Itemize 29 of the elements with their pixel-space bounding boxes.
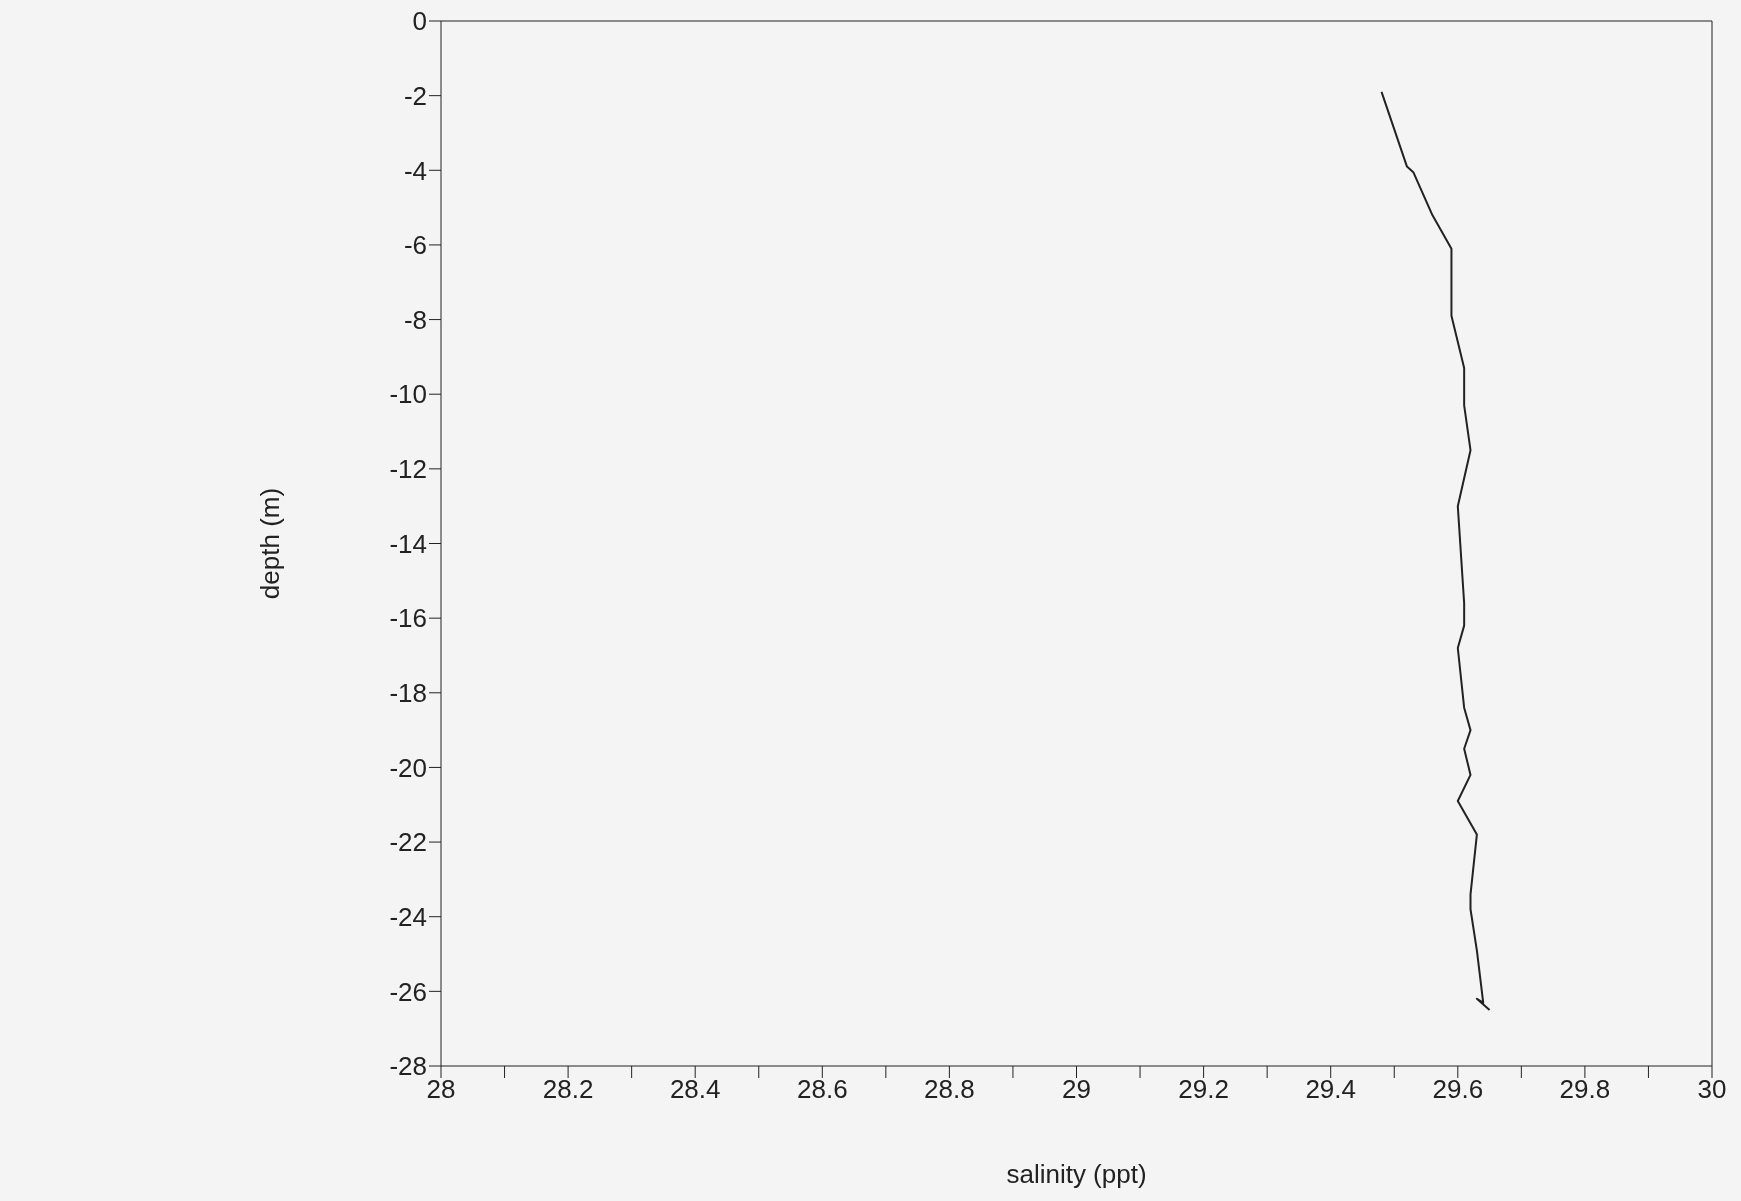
y-tick-label: -10 bbox=[389, 379, 427, 410]
y-tick-label: -2 bbox=[403, 80, 427, 111]
y-tick-label: -16 bbox=[389, 603, 427, 634]
y-tick-label: -4 bbox=[403, 155, 427, 186]
y-tick-label: -26 bbox=[389, 976, 427, 1007]
x-tick-label: 29.6 bbox=[1432, 1074, 1484, 1105]
x-tick-label: 28.6 bbox=[797, 1074, 848, 1105]
y-tick-label: -8 bbox=[403, 304, 427, 335]
x-tick-label: 29.2 bbox=[1178, 1074, 1229, 1105]
x-tick-label: 29.8 bbox=[1559, 1074, 1611, 1105]
x-tick-label: 29 bbox=[1062, 1074, 1091, 1105]
y-tick-label: -18 bbox=[389, 678, 427, 709]
x-tick-label: 28.4 bbox=[669, 1074, 721, 1105]
y-tick-label: -24 bbox=[389, 901, 427, 932]
y-tick-label: -28 bbox=[389, 1051, 427, 1082]
y-tick-label: -6 bbox=[403, 230, 427, 261]
x-axis-title: salinity (ppt) bbox=[1006, 1159, 1147, 1189]
x-tick-label: 28.2 bbox=[542, 1074, 594, 1105]
line-series bbox=[1380, 90, 1491, 1012]
y-tick-label: -12 bbox=[389, 454, 427, 485]
x-tick-label: 28.8 bbox=[924, 1074, 975, 1105]
y-tick-label: 0 bbox=[412, 6, 427, 37]
x-tick-label: 30 bbox=[1697, 1074, 1727, 1105]
y-axis-title: depth (m) bbox=[255, 487, 286, 600]
y-tick-label: -14 bbox=[389, 528, 427, 559]
y-tick-label: -20 bbox=[389, 752, 427, 783]
x-tick-label: 29.4 bbox=[1305, 1074, 1356, 1105]
y-tick-label: -22 bbox=[389, 827, 427, 858]
x-tick-label: 28 bbox=[426, 1074, 456, 1105]
